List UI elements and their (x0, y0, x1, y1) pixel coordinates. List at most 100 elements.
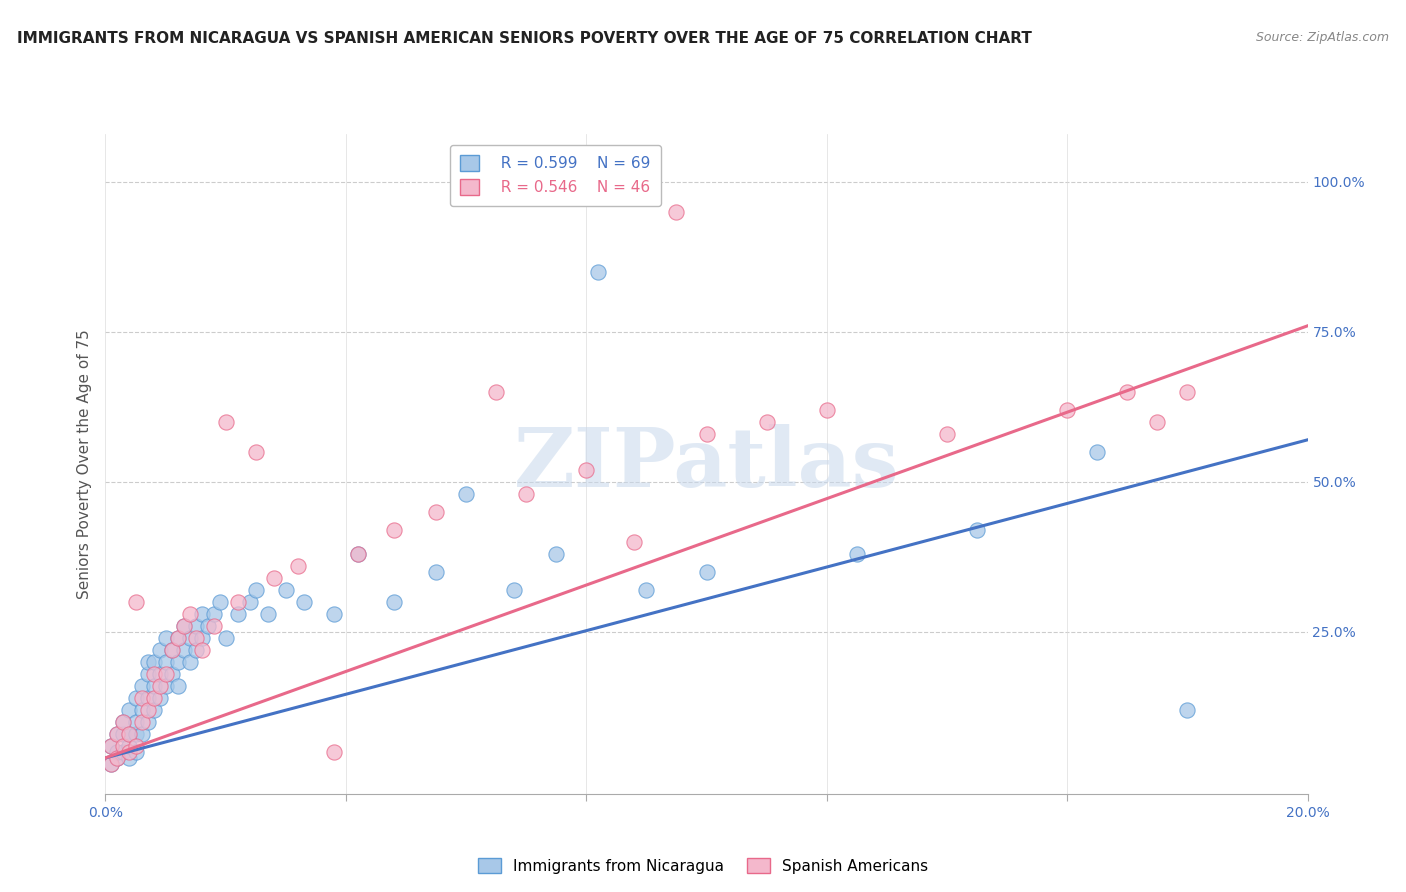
Point (322, 607, 344, 621)
Point (118, 727, 141, 741)
Point (112, 727, 135, 741)
Point (503, 582, 526, 597)
Point (382, 523, 405, 537)
Point (184, 619, 207, 633)
Point (226, 595, 249, 609)
Y-axis label: Seniors Poverty Over the Age of 75: Seniors Poverty Over the Age of 75 (76, 329, 91, 599)
Point (124, 745, 146, 759)
Point (166, 679, 188, 693)
Point (173, 643, 195, 657)
Point (107, 745, 129, 759)
Point (179, 655, 201, 669)
Point (136, 666, 159, 681)
Point (575, 463, 598, 477)
Point (148, 679, 170, 693)
Text: Source: ZipAtlas.com: Source: ZipAtlas.com (1256, 31, 1389, 45)
Point (142, 703, 165, 717)
Point (166, 631, 188, 645)
Point (665, 204, 688, 219)
Point (347, 547, 370, 561)
Point (155, 679, 177, 693)
Point (190, 643, 212, 657)
Point (155, 655, 177, 669)
Point (155, 631, 177, 645)
Point (1116, 384, 1139, 399)
Point (190, 631, 212, 645)
Point (292, 595, 315, 609)
Point (274, 582, 297, 597)
Point (190, 607, 212, 621)
Point (1175, 703, 1198, 717)
Point (118, 727, 141, 741)
Point (696, 565, 718, 579)
Point (179, 631, 201, 645)
Point (588, 265, 610, 279)
Point (245, 445, 267, 459)
Point (202, 619, 225, 633)
Point (124, 595, 146, 609)
Text: ZIPatlas: ZIPatlas (513, 424, 900, 504)
Point (142, 679, 165, 693)
Point (214, 415, 236, 429)
Point (160, 643, 183, 657)
Point (815, 402, 838, 417)
Point (202, 607, 225, 621)
Point (142, 655, 165, 669)
Point (245, 582, 267, 597)
Point (1085, 445, 1108, 459)
Point (118, 745, 141, 759)
Point (107, 751, 129, 765)
Point (136, 714, 159, 729)
Point (226, 607, 249, 621)
Point (256, 607, 278, 621)
Point (124, 739, 146, 753)
Point (696, 426, 718, 441)
Point (845, 547, 868, 561)
Point (107, 727, 129, 741)
Point (112, 714, 135, 729)
Point (118, 739, 141, 753)
Point (287, 558, 309, 573)
Point (263, 571, 285, 585)
Legend:   R = 0.599    N = 69,   R = 0.546    N = 46: R = 0.599 N = 69, R = 0.546 N = 46 (450, 145, 661, 206)
Point (100, 739, 122, 753)
Point (623, 534, 645, 549)
Point (166, 655, 188, 669)
Point (160, 643, 183, 657)
Point (112, 739, 135, 753)
Point (239, 595, 262, 609)
Point (160, 666, 183, 681)
Point (197, 619, 219, 633)
Point (100, 756, 122, 771)
Point (124, 714, 146, 729)
Point (100, 756, 122, 771)
Point (515, 487, 537, 501)
Point (636, 582, 658, 597)
Point (136, 690, 159, 705)
Point (184, 643, 207, 657)
Point (1175, 384, 1198, 399)
Point (485, 384, 508, 399)
Point (107, 727, 129, 741)
Point (142, 666, 165, 681)
Point (347, 547, 370, 561)
Point (1056, 402, 1078, 417)
Point (131, 714, 153, 729)
Point (100, 739, 122, 753)
Point (173, 619, 195, 633)
Point (214, 631, 236, 645)
Point (755, 415, 778, 429)
Point (124, 690, 146, 705)
Point (142, 690, 165, 705)
Point (131, 690, 153, 705)
Point (107, 751, 129, 765)
Point (966, 523, 988, 537)
Point (118, 751, 141, 765)
Text: IMMIGRANTS FROM NICARAGUA VS SPANISH AMERICAN SENIORS POVERTY OVER THE AGE OF 75: IMMIGRANTS FROM NICARAGUA VS SPANISH AME… (17, 31, 1032, 46)
Point (425, 505, 447, 519)
Point (382, 595, 405, 609)
Legend: Immigrants from Nicaragua, Spanish Americans: Immigrants from Nicaragua, Spanish Ameri… (472, 852, 934, 880)
Point (184, 631, 207, 645)
Point (112, 714, 135, 729)
Point (131, 727, 153, 741)
